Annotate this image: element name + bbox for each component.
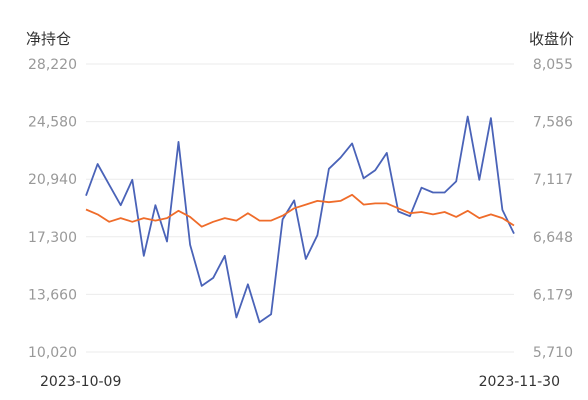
left-tick-label: 24,580 [28, 115, 77, 131]
net-position-line [85, 115, 515, 324]
right-tick-label: 6,648 [533, 230, 573, 246]
left-tick-label: 17,300 [28, 230, 77, 246]
right-axis-title: 收盘价 [528, 30, 574, 48]
x-end-label: 2023-11-30 [479, 374, 560, 390]
close-price-line [85, 193, 515, 228]
left-tick-label: 10,020 [28, 345, 77, 361]
right-tick-label: 5,710 [533, 345, 573, 361]
left-tick-label: 20,940 [28, 172, 77, 188]
right-tick-label: 8,055 [533, 57, 573, 73]
right-tick-label: 7,117 [533, 172, 573, 188]
left-tick-label: 13,660 [28, 287, 77, 303]
x-start-label: 2023-10-09 [40, 374, 121, 390]
right-tick-label: 6,179 [533, 287, 573, 303]
left-tick-label: 28,220 [28, 57, 77, 73]
right-tick-label: 7,586 [533, 115, 573, 131]
left-axis-title: 净持仓 [26, 30, 72, 48]
